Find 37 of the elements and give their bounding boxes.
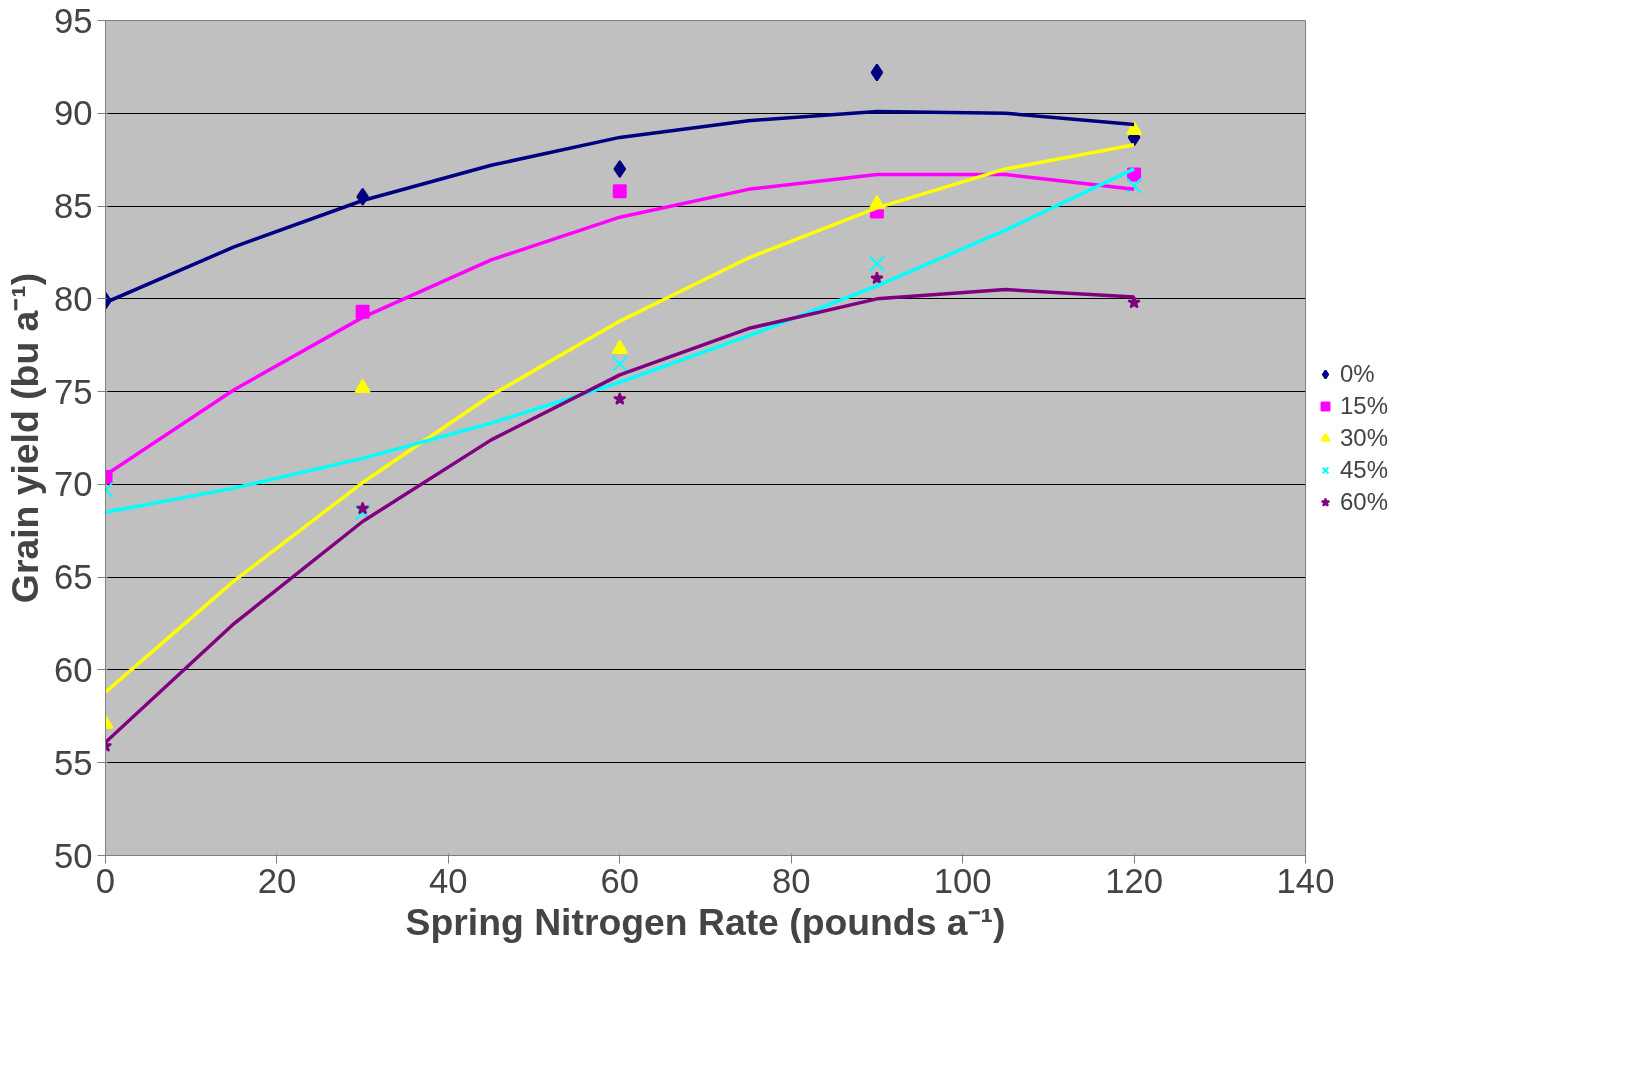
y-tick-label: 80 [53,279,93,318]
point [611,355,628,372]
legend-label: 30% [1340,423,1389,452]
x-tick-label: 120 [1105,861,1163,900]
point [354,378,371,393]
y-tick-label: 75 [53,372,93,411]
point [868,255,885,272]
y-tick-label: 70 [53,465,93,504]
x-tick-label: 100 [933,861,992,900]
y-tick-label: 90 [53,94,93,133]
x-tick-label: 80 [771,861,811,900]
x-tick-label: 140 [1276,861,1335,900]
y-tick-label: 50 [53,836,93,875]
point [613,392,627,405]
y-tick-label: 65 [53,558,93,597]
y-tick-label: 55 [53,743,93,782]
legend-label: 15% [1340,391,1389,420]
point [870,63,884,82]
x-tick-label: 20 [257,861,297,900]
y-tick-label: 95 [53,1,93,40]
legend-label: 45% [1340,455,1389,484]
y-axis-title: Grain yield (bu a⁻¹) [3,272,46,604]
x-tick-label: 0 [95,861,116,900]
legend-label: 60% [1340,487,1389,516]
point [355,501,370,515]
point [1126,120,1143,136]
point [612,184,627,199]
y-tick-label: 60 [53,650,93,689]
x-tick-label: 60 [600,861,640,900]
legend-label: 0% [1340,359,1375,388]
x-tick-label: 40 [429,861,468,900]
point [613,159,627,178]
x-axis-title: Spring Nitrogen Rate (pounds a⁻¹) [405,900,1006,943]
point [611,339,628,354]
y-tick-label: 85 [53,187,93,226]
point [1126,177,1143,194]
point [354,504,371,521]
